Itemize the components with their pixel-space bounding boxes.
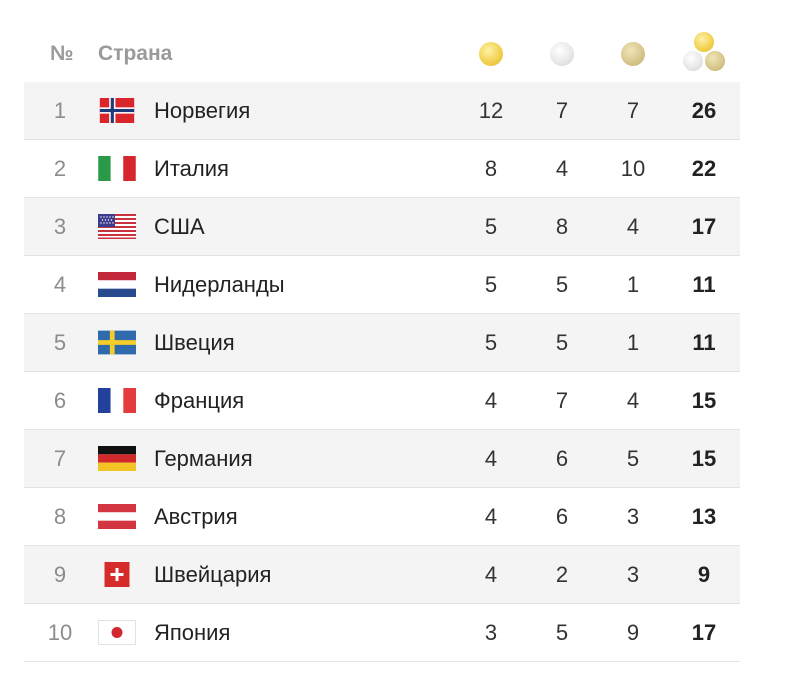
rank-column-header: № <box>50 42 74 65</box>
table-row[interactable]: 10 Япония 3 5 9 17 <box>24 604 740 662</box>
country-name[interactable]: Швейцария <box>154 562 272 587</box>
gold-count: 4 <box>484 504 498 529</box>
total-medals-icon <box>680 32 728 72</box>
table-row[interactable]: 5 Швеция 5 5 1 11 <box>24 314 740 372</box>
rank-cell: 2 <box>53 156 67 181</box>
italy-flag-icon <box>98 156 136 181</box>
country-name[interactable]: Италия <box>154 156 229 181</box>
bronze-count: 9 <box>626 620 640 645</box>
japan-flag-icon <box>98 620 136 645</box>
country-name[interactable]: Швеция <box>154 330 235 355</box>
total-count: 26 <box>691 98 717 123</box>
total-count: 15 <box>691 388 717 413</box>
total-count: 11 <box>692 330 716 355</box>
country-name[interactable]: Япония <box>154 620 231 645</box>
gold-count: 8 <box>484 156 498 181</box>
rank-cell: 8 <box>53 504 67 529</box>
table-row[interactable]: 2 Италия 8 4 10 22 <box>24 140 740 198</box>
rank-cell: 7 <box>53 446 67 471</box>
table-row[interactable]: 7 Германия 4 6 5 15 <box>24 430 740 488</box>
bronze-count: 10 <box>620 156 646 181</box>
total-count: 17 <box>691 214 717 239</box>
silver-count: 7 <box>555 388 569 413</box>
bronze-medal-icon <box>621 42 645 66</box>
gold-count: 4 <box>484 388 498 413</box>
country-name[interactable]: Норвегия <box>154 98 251 123</box>
rank-cell: 9 <box>53 562 67 587</box>
bronze-count: 5 <box>626 446 640 471</box>
silver-count: 4 <box>555 156 569 181</box>
gold-count: 12 <box>478 98 504 123</box>
bronze-count: 1 <box>626 272 640 297</box>
gold-medal-icon <box>479 42 503 66</box>
bronze-count: 4 <box>626 214 640 239</box>
silver-count: 8 <box>555 214 569 239</box>
table-row[interactable]: 1 Норвегия 12 7 7 26 <box>24 82 740 140</box>
bronze-count: 3 <box>626 504 640 529</box>
gold-count: 5 <box>484 272 498 297</box>
total-count: 15 <box>691 446 717 471</box>
france-flag-icon <box>98 388 136 413</box>
rank-cell: 5 <box>53 330 67 355</box>
gold-count: 3 <box>484 620 498 645</box>
table-row[interactable]: 4 Нидерланды 5 5 1 11 <box>24 256 740 314</box>
rank-cell: 3 <box>53 214 67 239</box>
rank-cell: 4 <box>53 272 67 297</box>
rank-cell: 1 <box>53 98 67 123</box>
rank-cell: 10 <box>47 620 73 645</box>
bronze-count: 7 <box>626 98 640 123</box>
bronze-count: 1 <box>626 330 640 355</box>
country-column-header: Страна <box>98 42 173 65</box>
usa-flag-icon <box>98 214 136 239</box>
gold-count: 4 <box>484 446 498 471</box>
bronze-count: 4 <box>626 388 640 413</box>
medal-table: № Страна 1 Норвегия 12 7 7 26 2 Италия 8 4 10 22 3 СШ… <box>24 22 740 662</box>
table-row[interactable]: 9 Швейцария 4 2 3 9 <box>24 546 740 604</box>
table-row[interactable]: 8 Австрия 4 6 3 13 <box>24 488 740 546</box>
gold-count: 5 <box>484 330 498 355</box>
silver-count: 7 <box>555 98 569 123</box>
silver-count: 5 <box>555 620 569 645</box>
country-name[interactable]: Франция <box>154 388 245 413</box>
total-count: 22 <box>691 156 717 181</box>
table-header: № Страна <box>24 22 740 82</box>
silver-medal-icon <box>550 42 574 66</box>
country-name[interactable]: США <box>154 214 205 239</box>
total-count: 13 <box>691 504 717 529</box>
silver-count: 6 <box>555 504 569 529</box>
table-row[interactable]: 3 США 5 8 4 17 <box>24 198 740 256</box>
gold-count: 5 <box>484 214 498 239</box>
total-count: 17 <box>691 620 717 645</box>
norway-flag-icon <box>98 98 136 123</box>
country-name[interactable]: Австрия <box>154 504 238 529</box>
total-count: 9 <box>697 562 711 587</box>
silver-count: 2 <box>555 562 569 587</box>
switzerland-flag-icon <box>98 562 136 587</box>
table-row[interactable]: 6 Франция 4 7 4 15 <box>24 372 740 430</box>
sweden-flag-icon <box>98 330 136 355</box>
austria-flag-icon <box>98 504 136 529</box>
netherlands-flag-icon <box>98 272 136 297</box>
country-name[interactable]: Нидерланды <box>154 272 285 297</box>
country-name[interactable]: Германия <box>154 446 253 471</box>
silver-count: 5 <box>555 272 569 297</box>
total-count: 11 <box>692 272 716 297</box>
bronze-count: 3 <box>626 562 640 587</box>
silver-count: 5 <box>555 330 569 355</box>
gold-count: 4 <box>484 562 498 587</box>
germany-flag-icon <box>98 446 136 471</box>
silver-count: 6 <box>555 446 569 471</box>
rank-cell: 6 <box>53 388 67 413</box>
